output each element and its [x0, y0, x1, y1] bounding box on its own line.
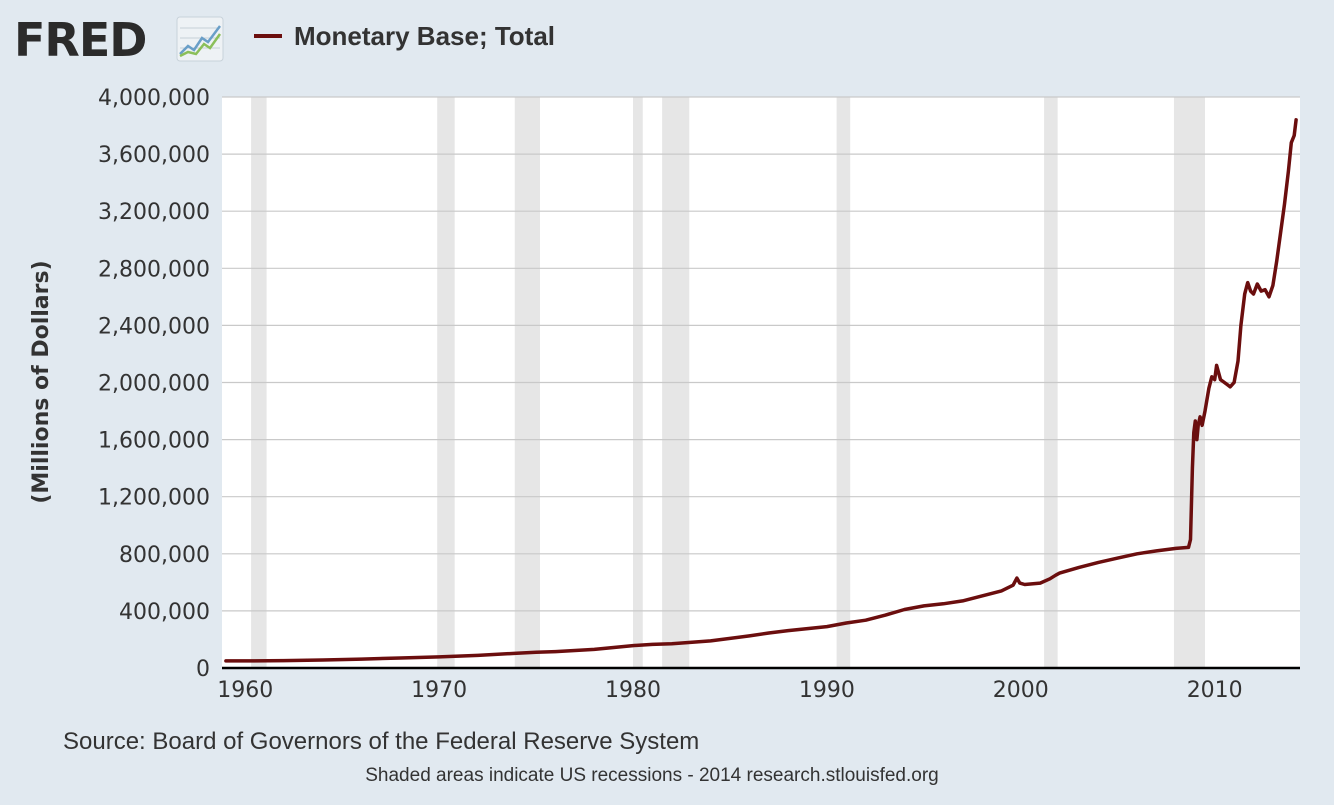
- source-note: Source: Board of Governors of the Federa…: [63, 728, 700, 755]
- y-tick-label: 3,200,000: [98, 200, 210, 225]
- y-tick-label: 800,000: [119, 543, 210, 568]
- x-tick-label: 1960: [217, 678, 273, 703]
- chart-header: FRED Monetary Base; Total: [0, 0, 1334, 80]
- y-tick-label: 2,000,000: [98, 372, 210, 397]
- y-tick-label: 2,800,000: [98, 257, 210, 282]
- x-axis-ticks: 1960 1970 1980 1990 2000 2010: [217, 678, 1242, 703]
- fred-logo: FRED: [14, 13, 147, 67]
- y-tick-label: 1,200,000: [98, 486, 210, 511]
- y-tick-label: 0: [196, 657, 210, 682]
- y-axis-label: (Millions of Dollars): [29, 260, 54, 503]
- chart-area: 0 400,000 800,000 1,200,000 1,600,000 2,000,0…: [29, 86, 1300, 703]
- legend-label: Monetary Base; Total: [294, 20, 556, 51]
- x-tick-label: 1970: [411, 678, 467, 703]
- x-tick-label: 2000: [993, 678, 1049, 703]
- chart-legend: Monetary Base; Total: [254, 18, 555, 54]
- y-axis-ticks: 0 400,000 800,000 1,200,000 1,600,000 2,000,0…: [98, 86, 210, 682]
- y-tick-label: 1,600,000: [98, 429, 210, 454]
- series-layer: [224, 118, 1298, 663]
- legend-swatch: [254, 34, 282, 38]
- series-line-0: [224, 118, 1298, 663]
- y-tick-label: 4,000,000: [98, 86, 210, 111]
- trend-chart-icon: [176, 16, 224, 62]
- y-tick-label: 2,400,000: [98, 314, 210, 339]
- gridlines: [222, 96, 1300, 612]
- recession-note: Shaded areas indicate US recessions - 20…: [365, 765, 939, 786]
- x-tick-label: 1980: [605, 678, 661, 703]
- y-tick-label: 400,000: [119, 600, 210, 625]
- x-tick-label: 2010: [1187, 678, 1243, 703]
- y-tick-label: 3,600,000: [98, 143, 210, 168]
- x-tick-label: 1990: [799, 678, 855, 703]
